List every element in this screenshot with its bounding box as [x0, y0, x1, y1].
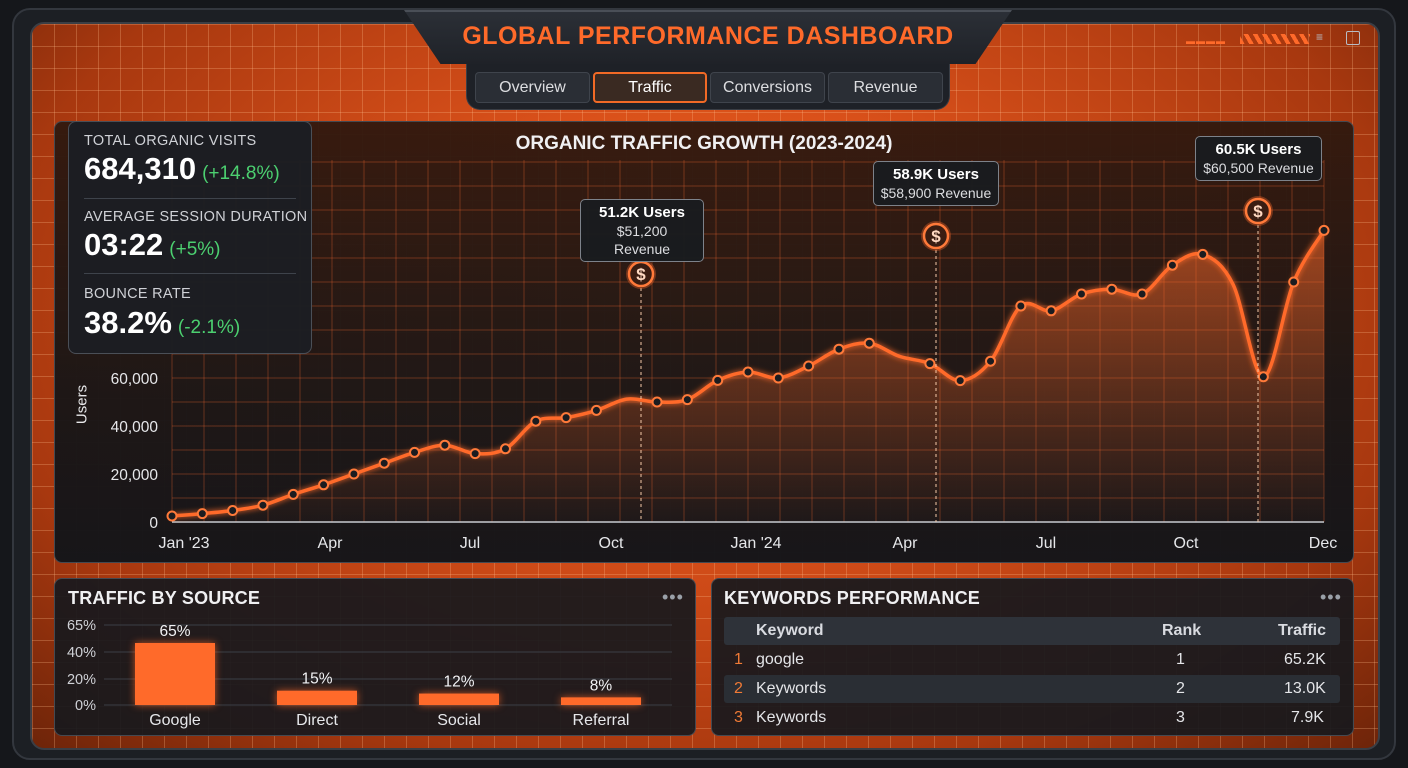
stat-value-visits: 684,310 (+14.8%)	[84, 151, 280, 187]
window-icon[interactable]	[1346, 31, 1360, 45]
stat-value-duration: 03:22 (+5%)	[84, 227, 221, 263]
stat-divider	[84, 198, 296, 199]
chart-title: ORGANIC TRAFFIC GROWTH (2023-2024)	[515, 133, 893, 154]
y-axis-label: Users	[73, 384, 91, 425]
page-title: GLOBAL PERFORMANCE DASHBOARD	[462, 22, 954, 50]
stat-label-duration: AVERAGE SESSION DURATION	[84, 209, 308, 225]
tooltip-users: 58.9K Users	[893, 166, 979, 183]
row-keyword: Keywords	[756, 680, 827, 697]
more-horizontal-icon[interactable]: •••	[662, 587, 684, 607]
decor-dots: ▬▬▬▬	[1186, 36, 1226, 46]
stat-delta: (+5%)	[169, 239, 221, 260]
tooltip-revenue: $51,200 Revenue	[613, 223, 671, 257]
row-rank: 1	[1176, 651, 1185, 668]
more-horizontal-icon[interactable]: •••	[1320, 587, 1342, 607]
stat-delta: (+14.8%)	[202, 163, 280, 184]
keywords-panel	[711, 578, 1354, 736]
traffic-source-title: TRAFFIC BY SOURCE	[68, 588, 261, 608]
tooltip-revenue: $58,900 Revenue	[880, 185, 992, 201]
stats-panel	[68, 121, 312, 354]
stat-divider	[84, 273, 296, 274]
stat-value-bounce: 38.2% (-2.1%)	[84, 305, 240, 341]
stat-label-visits: TOTAL ORGANIC VISITS	[84, 133, 257, 149]
column-traffic[interactable]: Traffic	[1278, 622, 1327, 639]
row-traffic: 65.2K	[1284, 651, 1326, 668]
row-index: 3	[734, 709, 743, 726]
keywords-title: KEYWORDS PERFORMANCE	[724, 588, 981, 608]
row-keyword: Keywords	[756, 709, 827, 726]
peak-tooltip-may: 58.9K Users $58,900 Revenue	[873, 161, 999, 206]
tab-revenue[interactable]: Revenue	[828, 72, 943, 103]
row-traffic: 7.9K	[1291, 709, 1324, 726]
tooltip-users: 60.5K Users	[1215, 141, 1302, 158]
decor-hatch	[1240, 34, 1310, 44]
table-row-highlight	[724, 675, 1340, 703]
stat-delta: (-2.1%)	[177, 317, 241, 338]
row-rank: 3	[1176, 709, 1185, 726]
stat-number: 684,310	[84, 151, 197, 186]
menu-icon[interactable]: ≡	[1316, 30, 1324, 44]
stat-number: 03:22	[84, 227, 164, 262]
peak-tooltip-nov: 60.5K Users $60,500 Revenue	[1195, 136, 1322, 181]
column-keyword[interactable]: Keyword	[756, 622, 824, 639]
column-rank[interactable]: Rank	[1162, 622, 1202, 639]
tab-traffic[interactable]: Traffic	[593, 72, 707, 103]
row-keyword: google	[756, 651, 805, 668]
keywords-table-header	[724, 617, 1340, 645]
tab-conversions[interactable]: Conversions	[710, 72, 825, 103]
row-rank: 2	[1176, 680, 1185, 697]
tooltip-users: 51.2K Users	[599, 204, 685, 221]
tab-overview[interactable]: Overview	[475, 72, 590, 103]
stat-number: 38.2%	[84, 305, 172, 340]
row-index: 2	[734, 680, 743, 697]
stat-label-bounce: BOUNCE RATE	[84, 286, 191, 302]
peak-tooltip-oct: 51.2K Users $51,200 Revenue	[580, 199, 704, 262]
row-traffic: 13.0K	[1284, 680, 1326, 697]
row-index: 1	[734, 651, 743, 668]
tooltip-revenue: $60,500 Revenue	[1203, 160, 1314, 176]
header-plate	[404, 10, 1012, 64]
